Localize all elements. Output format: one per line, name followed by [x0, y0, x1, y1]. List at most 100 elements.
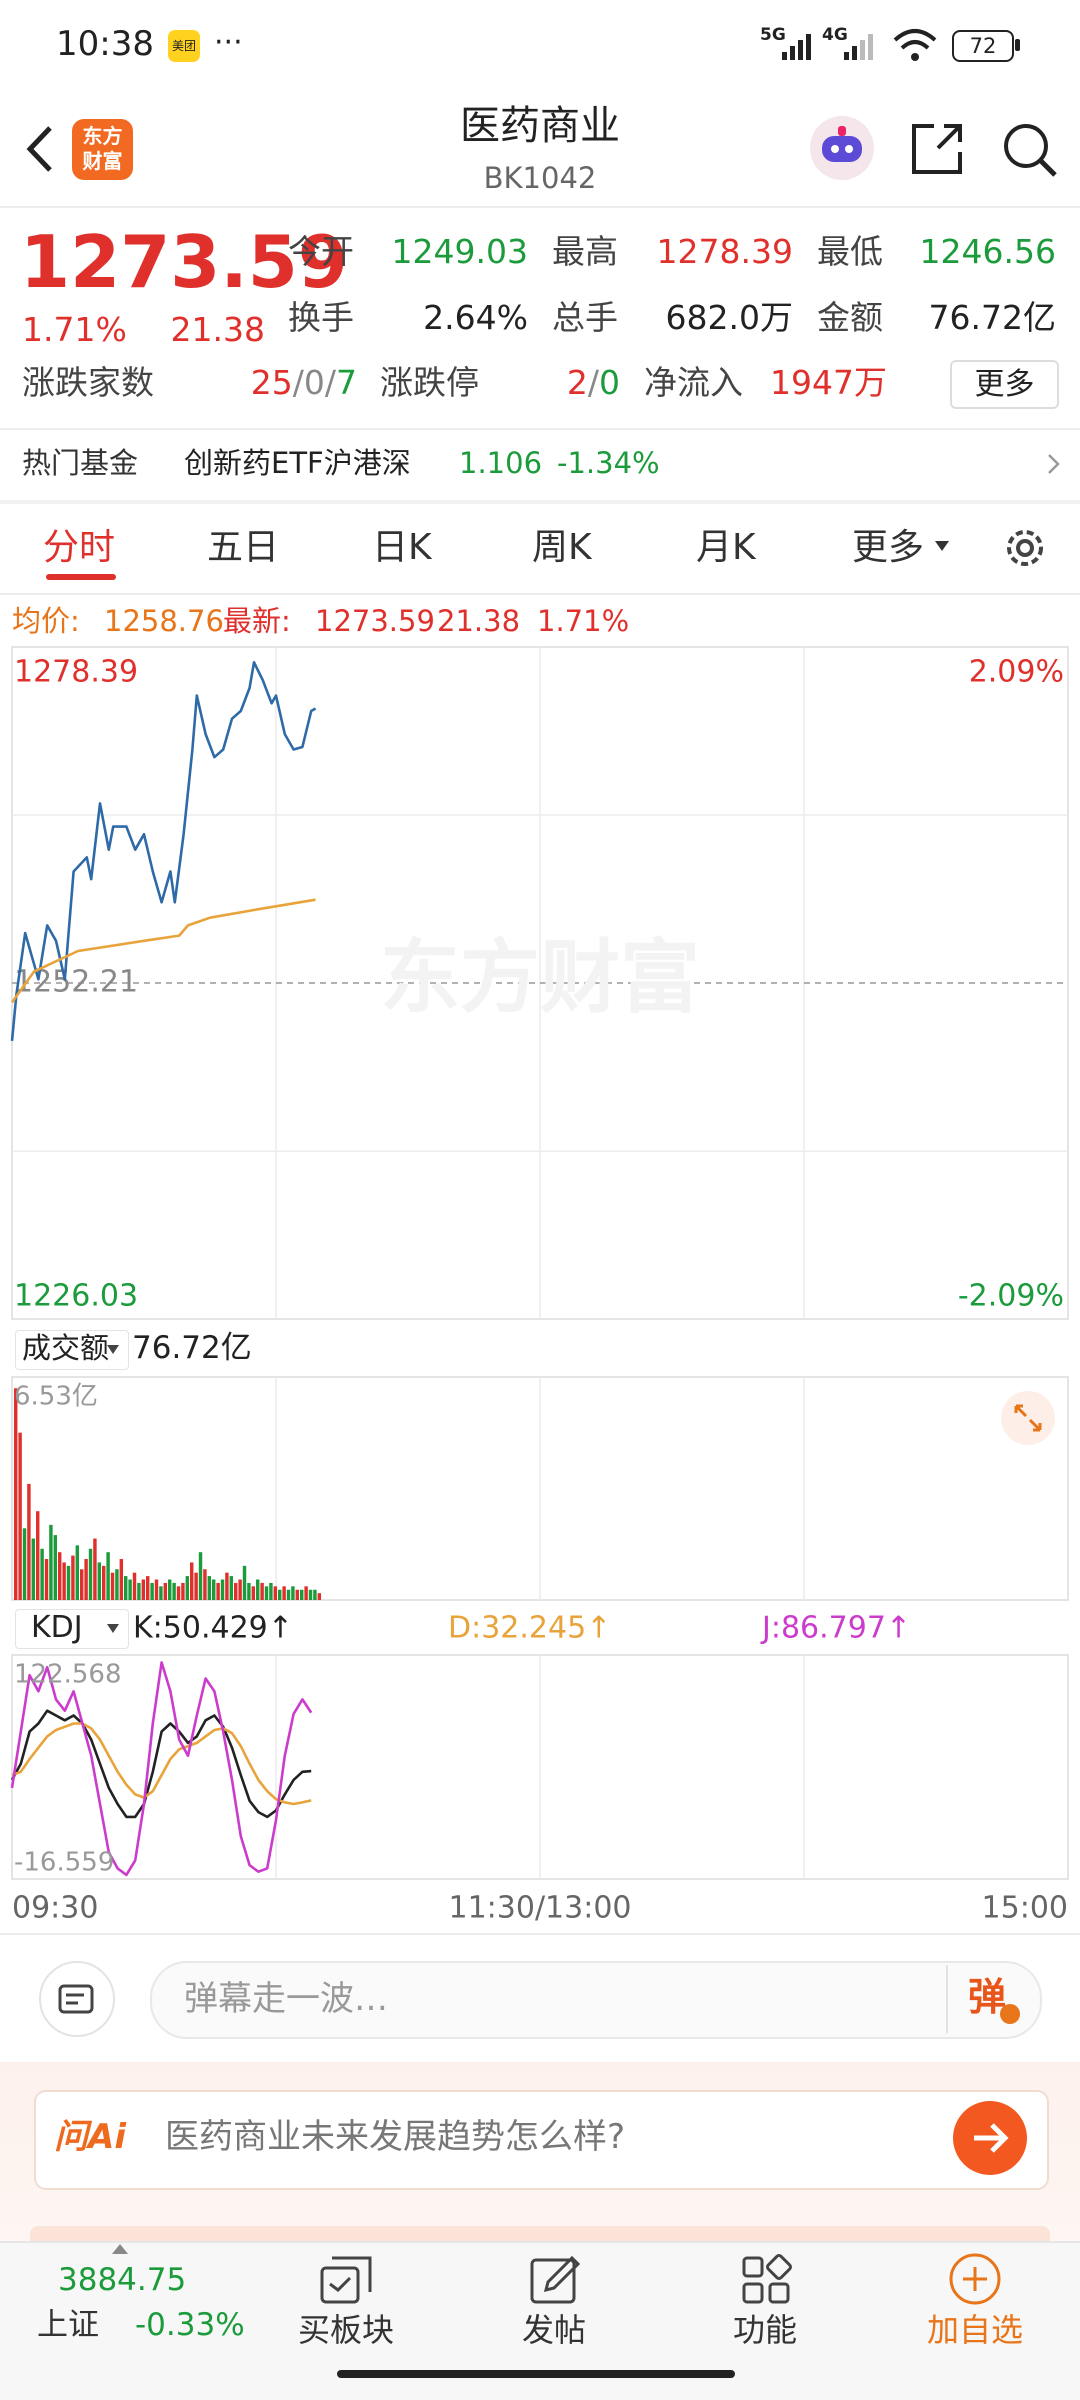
- last-price: 1273.59: [20, 220, 348, 304]
- volume-bar: [27, 1483, 31, 1600]
- volume-bar: [97, 1562, 102, 1600]
- y-tick-label: 6.53亿: [14, 1382, 98, 1412]
- field-value: 2.64%: [423, 298, 528, 337]
- settings-button[interactable]: [1000, 523, 1050, 573]
- volume-bar: [141, 1579, 146, 1600]
- tab[interactable]: 更多: [852, 527, 925, 568]
- series-line: [10, 898, 316, 1004]
- volume-bar: [58, 1552, 62, 1600]
- change-pct: 1.71%: [537, 604, 630, 638]
- nav-icon: [742, 2254, 792, 2304]
- volume-bar: [282, 1586, 286, 1600]
- volume-bar: [304, 1586, 308, 1600]
- volume-bar: [154, 1579, 159, 1600]
- net-inflow-label: 净流入: [644, 363, 743, 402]
- divider: [0, 428, 1080, 430]
- more-button[interactable]: 更多: [950, 360, 1059, 409]
- volume-bar: [225, 1572, 229, 1600]
- y-tick-label: 1278.39: [14, 655, 138, 690]
- volume-bar: [176, 1586, 181, 1600]
- back-button[interactable]: [20, 124, 60, 174]
- ai-prompt: 医药商业未来发展趋势怎么样?: [165, 2117, 626, 2157]
- x-tick-label: 11:30/13:00: [448, 1891, 631, 1926]
- tab[interactable]: 月K: [696, 527, 756, 568]
- y-tick-label: 1252.21: [14, 965, 138, 1000]
- volume-bar: [40, 1548, 44, 1600]
- app-logo[interactable]: 东方 财富: [72, 119, 133, 180]
- divider: [0, 206, 1080, 208]
- ai-brand: 问Ai: [54, 2117, 126, 2157]
- tab[interactable]: 日K: [372, 527, 432, 568]
- assistant-avatar[interactable]: [808, 114, 876, 182]
- logo-text: 东方: [82, 124, 123, 148]
- toggle-badge: [1000, 2004, 1020, 2024]
- volume-bar: [247, 1582, 251, 1600]
- last-label: 最新:: [223, 604, 291, 638]
- y-tick-label: -16.559: [14, 1848, 114, 1878]
- indicator-name: 成交额: [22, 1331, 110, 1365]
- y2-tick-label: 2.09%: [969, 655, 1064, 690]
- danmaku-toggle[interactable]: 弹: [968, 1975, 1007, 2019]
- volume-bar: [88, 1548, 93, 1600]
- volume-bar: [84, 1559, 88, 1600]
- nav-item[interactable]: 功能: [732, 2311, 797, 2349]
- index-value[interactable]: 3884.75: [58, 2262, 187, 2298]
- volume-bar: [207, 1576, 212, 1600]
- volume-bar: [115, 1569, 119, 1600]
- nav-item[interactable]: 买板块: [297, 2311, 394, 2349]
- volume-bar: [181, 1582, 185, 1600]
- volume-bar: [137, 1582, 141, 1600]
- last-price: 1273.59: [315, 604, 435, 638]
- volume-bar: [119, 1559, 124, 1600]
- indicator-select[interactable]: [15, 1330, 129, 1370]
- volume-bar: [132, 1572, 137, 1600]
- ai-send-button[interactable]: [952, 2100, 1028, 2176]
- fund-price: 1.106: [459, 446, 543, 480]
- volume-bar: [75, 1545, 80, 1600]
- tab[interactable]: 五日: [207, 527, 280, 568]
- volume-bar: [286, 1589, 291, 1600]
- fund-name[interactable]: 创新药ETF沪港深: [184, 446, 411, 480]
- volume-bar: [269, 1582, 273, 1600]
- ai-prompt-box[interactable]: [34, 2090, 1049, 2190]
- volume-bar: [172, 1582, 176, 1600]
- field-value: 1278.39: [656, 232, 793, 271]
- tab[interactable]: 周K: [532, 527, 592, 568]
- volume-bar: [198, 1552, 203, 1600]
- indicator-select[interactable]: [15, 1609, 129, 1649]
- share-button[interactable]: [908, 120, 966, 178]
- gesture-bar: [337, 2370, 735, 2378]
- nav-icon: [320, 2256, 372, 2304]
- volume-bar: [53, 1535, 58, 1600]
- volume-bar: [124, 1576, 128, 1600]
- divider: [0, 1933, 1080, 1935]
- volume-bar: [251, 1586, 256, 1600]
- expand-button[interactable]: [1000, 1390, 1056, 1446]
- legend-entry: D:32.245↑: [448, 1611, 611, 1646]
- field-label: 换手: [288, 298, 354, 337]
- comment-settings[interactable]: [38, 1960, 116, 2038]
- page-title: 医药商业: [460, 103, 620, 149]
- comment-placeholder: 弹幕走一波…: [184, 1979, 388, 2019]
- volume-bar: [229, 1576, 234, 1600]
- up-arrow: [112, 2244, 128, 2254]
- nav-item[interactable]: 发帖: [521, 2311, 586, 2349]
- avg-price: 1258.76: [104, 604, 224, 638]
- volume-bar: [238, 1579, 242, 1600]
- volume-bar: [313, 1589, 317, 1600]
- limit-value: 2/0: [567, 366, 620, 399]
- limit-label: 涨跌停: [380, 363, 479, 402]
- series-line: [10, 661, 317, 1042]
- advancers: 25: [250, 363, 293, 402]
- logo-text: 财富: [82, 149, 123, 173]
- volume-bar: [291, 1586, 295, 1600]
- nav-item[interactable]: 加自选: [926, 2311, 1023, 2349]
- volume-bar: [317, 1593, 322, 1600]
- comment-input[interactable]: [150, 1961, 1042, 2039]
- search-button[interactable]: [1000, 120, 1060, 180]
- y-tick-label: 1226.03: [14, 1279, 138, 1314]
- tab-active[interactable]: 分时: [43, 527, 116, 568]
- separator: /: [324, 363, 336, 402]
